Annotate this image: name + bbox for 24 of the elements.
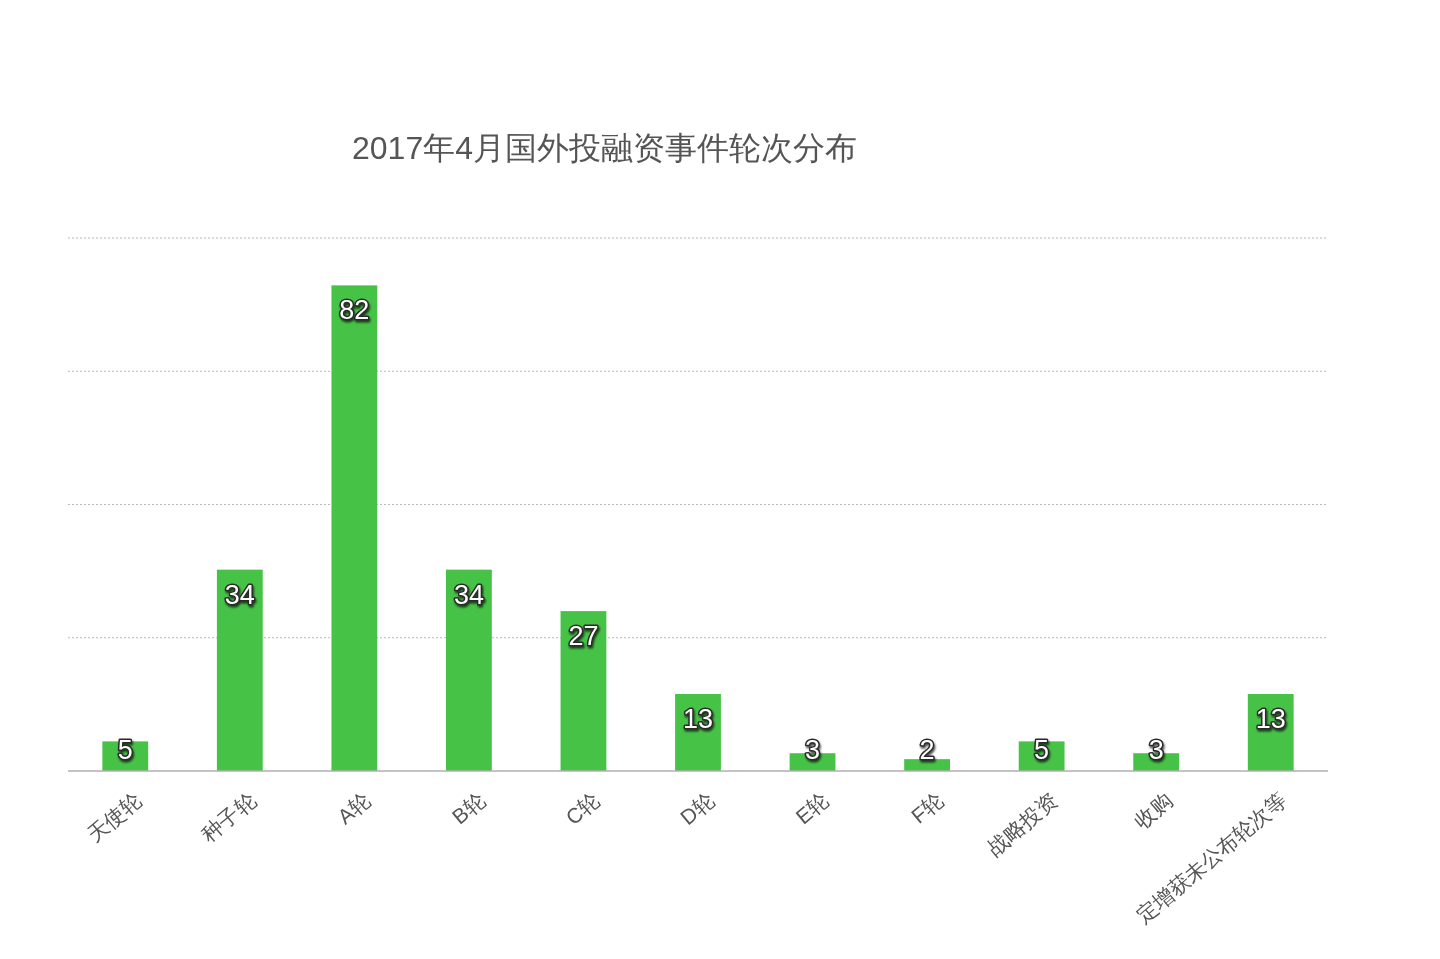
x-tick-label: E轮	[791, 788, 833, 829]
x-tick-label: B轮	[447, 788, 490, 829]
data-label: 2	[919, 735, 935, 765]
data-label: 13	[1255, 704, 1286, 735]
bar	[446, 569, 492, 771]
chart-title: 2017年4月国外投融资事件轮次分布	[352, 130, 857, 166]
bar	[560, 611, 607, 771]
data-label: 5	[1034, 735, 1050, 765]
data-label: 13	[682, 704, 714, 735]
x-tick-label: 种子轮	[197, 788, 261, 847]
x-tick-label: 战略投资	[982, 788, 1062, 860]
bar	[331, 285, 378, 771]
data-label: 82	[339, 295, 370, 326]
data-label: 34	[453, 579, 484, 610]
x-tick-label: 天使轮	[82, 788, 146, 847]
data-label: 34	[224, 579, 255, 610]
x-tick-label: F轮	[906, 788, 948, 828]
x-tick-label: A轮	[333, 788, 375, 829]
data-label: 5	[117, 735, 133, 765]
data-label: 27	[568, 621, 599, 652]
x-tick-label: C轮	[561, 788, 604, 829]
x-tick-label: 收购	[1129, 788, 1177, 833]
bar	[216, 569, 263, 771]
x-tick-label: D轮	[675, 788, 719, 829]
